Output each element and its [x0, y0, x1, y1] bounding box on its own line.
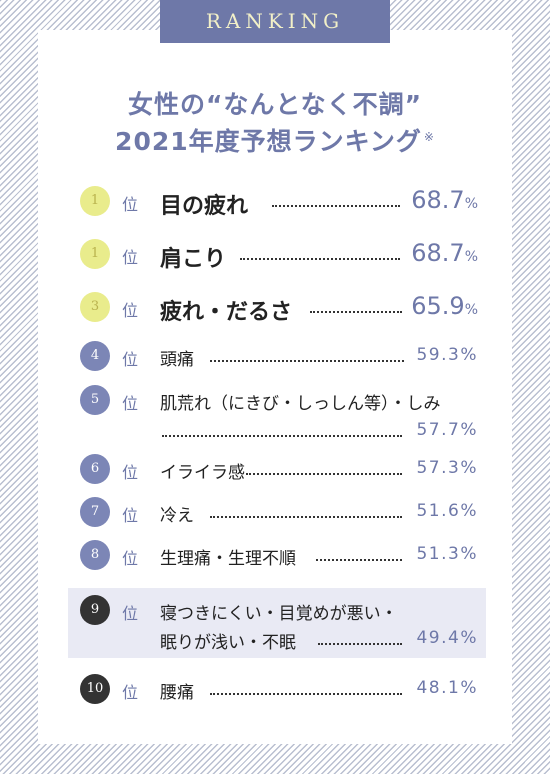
ranking-value-7: 51.6% [416, 501, 478, 521]
ranking-value-6: 57.3% [416, 458, 478, 478]
ranking-label-10: 腰痛 [160, 683, 194, 703]
rank-badge-3: 3 [80, 292, 110, 322]
rank-suffix: 位 [122, 195, 139, 214]
rank-badge-8: 8 [80, 540, 110, 570]
ranking-label-2: 肩こり [160, 247, 227, 272]
rank-suffix: 位 [122, 506, 139, 525]
title-line-2: 2021年度予想ランキング ※ [38, 122, 512, 158]
ranking-value-8: 51.3% [416, 544, 478, 564]
value-unit: % [464, 302, 478, 318]
rank-suffix: 位 [122, 604, 139, 623]
ranking-label-3: 疲れ・だるさ [160, 300, 293, 325]
rank-badge-1: 1 [80, 186, 110, 216]
leader-dots [318, 643, 402, 645]
rank-badge-9: 9 [80, 595, 110, 625]
leader-dots [272, 205, 400, 207]
rank-badge-2: 1 [80, 239, 110, 269]
ranking-value-3: 65.9% [411, 292, 478, 320]
leader-dots [210, 516, 402, 518]
rank-suffix: 位 [122, 394, 139, 413]
title-note: ※ [423, 129, 435, 144]
ranking-label-1: 目の疲れ [160, 194, 249, 219]
value-number: 68.7 [411, 239, 465, 267]
leader-dots [310, 311, 402, 313]
rank-suffix: 位 [122, 463, 139, 482]
leader-dots [316, 559, 402, 561]
ranking-label-6: イライラ感 [160, 463, 245, 483]
ranking-value-10: 48.1% [416, 678, 478, 698]
value-number: 65.9 [411, 292, 465, 320]
rank-suffix: 位 [122, 683, 139, 702]
ranking-value-5: 57.7% [416, 420, 478, 440]
highlight-row-9 [68, 588, 486, 658]
rank-badge-6: 6 [80, 454, 110, 484]
leader-dots [210, 693, 402, 695]
leader-dots [162, 435, 402, 437]
rank-suffix: 位 [122, 549, 139, 568]
value-number: 68.7 [411, 186, 465, 214]
ranking-label-4: 頭痛 [160, 350, 194, 370]
value-unit: % [464, 196, 478, 212]
rank-suffix: 位 [122, 350, 139, 369]
rank-badge-5: 5 [80, 385, 110, 415]
ranking-value-9: 49.4% [416, 628, 478, 648]
leader-dots [246, 473, 402, 475]
ranking-label-5: 肌荒れ（にきび・しっしん等）・しみ [160, 394, 441, 414]
rank-suffix: 位 [122, 248, 139, 267]
rank-badge-10: 10 [80, 674, 110, 704]
leader-dots [240, 258, 400, 260]
ranking-label-7: 冷え [160, 506, 194, 526]
title-line-2-text: 2021年度予想ランキング [115, 127, 422, 156]
ranking-value-2: 68.7% [411, 239, 478, 267]
ranking-label-9-line2: 眠りが浅い・不眠 [160, 633, 296, 653]
ranking-label-9-line1: 寝つきにくい・目覚めが悪い・ [160, 604, 398, 624]
title-line-1: 女性の“なんとなく不調” [127, 90, 423, 119]
rank-badge-4: 4 [80, 341, 110, 371]
leader-dots [210, 360, 404, 362]
ranking-label-8: 生理痛・生理不順 [160, 549, 296, 569]
ranking-value-4: 59.3% [416, 345, 478, 365]
rank-badge-7: 7 [80, 497, 110, 527]
value-unit: % [464, 249, 478, 265]
rank-suffix: 位 [122, 301, 139, 320]
ranking-tab: RANKING [160, 0, 390, 43]
ranking-value-1: 68.7% [411, 186, 478, 214]
